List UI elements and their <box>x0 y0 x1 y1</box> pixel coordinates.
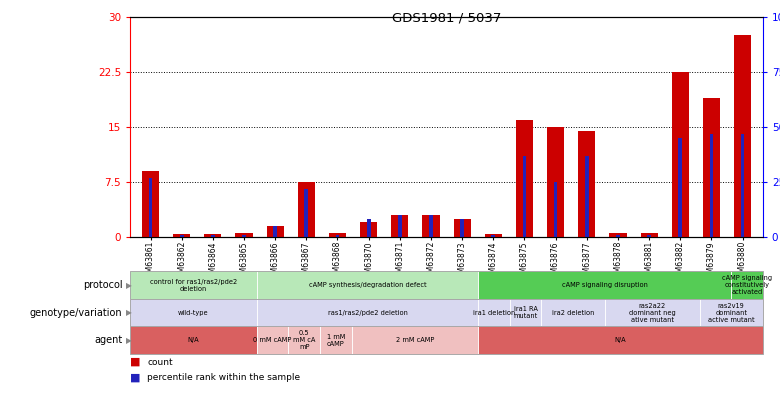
Text: ras2v19
dominant
active mutant: ras2v19 dominant active mutant <box>708 303 754 323</box>
Bar <box>242 235 246 237</box>
Text: cAMP synthesis/degradation defect: cAMP synthesis/degradation defect <box>309 282 427 288</box>
Bar <box>516 119 533 237</box>
Text: ■: ■ <box>130 373 140 382</box>
Bar <box>578 131 595 237</box>
Bar <box>149 177 152 237</box>
Text: N/A: N/A <box>188 337 200 343</box>
Text: ▶: ▶ <box>126 308 133 317</box>
Text: cAMP signaling disruption: cAMP signaling disruption <box>562 282 647 288</box>
Text: agent: agent <box>94 335 122 345</box>
Bar <box>710 134 713 237</box>
Bar <box>460 220 464 237</box>
Text: ira1 RA
mutant: ira1 RA mutant <box>513 306 537 319</box>
Text: cAMP signaling
constitutively
activated: cAMP signaling constitutively activated <box>722 275 772 295</box>
Bar <box>211 235 215 237</box>
Bar <box>484 234 502 237</box>
Bar <box>547 127 564 237</box>
Text: ras2a22
dominant neg
ative mutant: ras2a22 dominant neg ative mutant <box>629 303 675 323</box>
Bar <box>267 226 284 237</box>
Text: 0.5
mM cA
mP: 0.5 mM cA mP <box>293 330 315 350</box>
Text: 1 mM
cAMP: 1 mM cAMP <box>327 334 345 347</box>
Bar <box>304 189 308 237</box>
Bar <box>734 35 751 237</box>
Text: ▶: ▶ <box>126 336 133 345</box>
Bar <box>173 234 190 237</box>
Bar <box>453 219 470 237</box>
Text: N/A: N/A <box>615 337 626 343</box>
Text: 2 mM cAMP: 2 mM cAMP <box>395 337 434 343</box>
Bar <box>609 232 626 237</box>
Bar <box>398 215 402 237</box>
Bar <box>423 215 440 237</box>
Text: ira1 deletion: ira1 deletion <box>473 310 515 315</box>
Text: 0 mM cAMP: 0 mM cAMP <box>254 337 292 343</box>
Bar <box>335 235 339 237</box>
Bar <box>367 220 370 237</box>
Bar <box>554 182 558 237</box>
Text: ras1/ras2/pde2 deletion: ras1/ras2/pde2 deletion <box>328 310 407 315</box>
Bar <box>236 233 253 237</box>
Text: genotype/variation: genotype/variation <box>30 308 122 318</box>
Bar <box>142 171 159 237</box>
Bar <box>491 235 495 237</box>
Text: GDS1981 / 5037: GDS1981 / 5037 <box>392 11 502 24</box>
Bar <box>703 98 720 237</box>
Bar <box>647 235 651 237</box>
Bar <box>180 235 183 237</box>
Bar <box>679 138 682 237</box>
Text: protocol: protocol <box>83 280 122 290</box>
Bar <box>273 226 277 237</box>
Bar <box>585 156 589 237</box>
Bar <box>429 215 433 237</box>
Text: count: count <box>147 358 173 367</box>
Text: wild-type: wild-type <box>178 310 209 315</box>
Bar <box>741 134 744 237</box>
Bar <box>672 72 689 237</box>
Bar <box>360 222 378 237</box>
Text: ■: ■ <box>130 357 140 367</box>
Bar <box>392 215 409 237</box>
Text: control for ras1/ras2/pde2
deletion: control for ras1/ras2/pde2 deletion <box>150 279 237 292</box>
Bar <box>616 235 620 237</box>
Bar <box>329 233 346 237</box>
Bar <box>298 182 315 237</box>
Bar <box>204 234 222 237</box>
Bar <box>640 232 658 237</box>
Text: percentile rank within the sample: percentile rank within the sample <box>147 373 300 382</box>
Text: ▶: ▶ <box>126 281 133 290</box>
Bar <box>523 156 526 237</box>
Text: ira2 deletion: ira2 deletion <box>552 310 594 315</box>
